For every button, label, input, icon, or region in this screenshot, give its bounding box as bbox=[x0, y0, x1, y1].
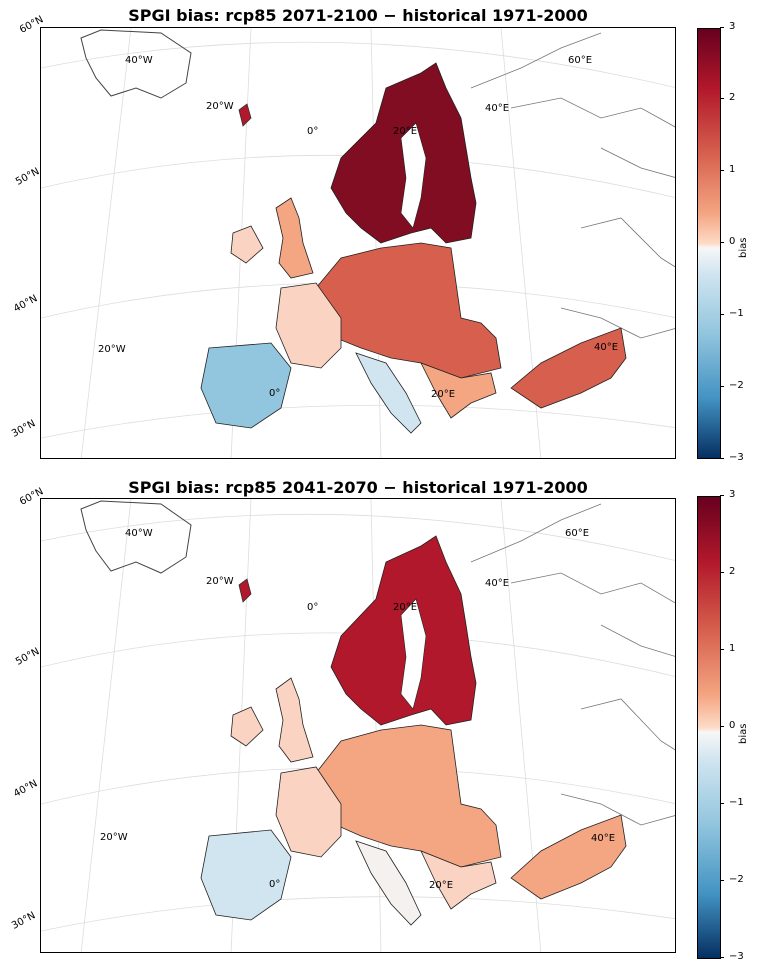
colorbar-tick: 3 bbox=[719, 21, 735, 32]
lon-label-20w-south: 20°W bbox=[98, 344, 126, 355]
uk bbox=[275, 677, 314, 763]
lon-label-20e-north: 20°E bbox=[393, 602, 417, 613]
lon-label-20w-north: 20°W bbox=[206, 101, 234, 112]
central-europe bbox=[315, 242, 502, 379]
map-svg: 40°W 20°W 0° 20°E 40°E 60°E 20°W 20°E 0°… bbox=[41, 28, 675, 458]
balkans bbox=[420, 362, 497, 419]
colorbar-tick: −1 bbox=[720, 797, 744, 808]
iberia bbox=[200, 342, 292, 429]
ireland bbox=[230, 706, 264, 747]
map-svg: 40°W 20°W 0° 20°E 40°E 60°E 20°W 20°E 0°… bbox=[41, 499, 675, 952]
colorbar-label: bias bbox=[738, 237, 749, 258]
colorbar-tick: −1 bbox=[720, 308, 744, 319]
map-panel-2041-2070: SPGI bias: rcp85 2041-2070 − historical … bbox=[0, 478, 768, 971]
east-land-outline bbox=[470, 503, 675, 826]
turkey bbox=[510, 327, 627, 409]
balkans bbox=[420, 850, 497, 910]
lat-label-40n: 40°N bbox=[12, 293, 40, 315]
colorbar-tick: 1 bbox=[719, 643, 735, 654]
lat-label-50n: 50°N bbox=[14, 646, 42, 668]
france bbox=[275, 282, 342, 369]
lat-label-30n: 30°N bbox=[10, 910, 38, 932]
graticule bbox=[41, 499, 675, 952]
colorbar-label: bias bbox=[738, 723, 749, 744]
lon-label-0-south: 0° bbox=[269, 879, 280, 890]
iceland bbox=[238, 103, 252, 127]
east-land-outline bbox=[470, 32, 675, 339]
lon-label-40e-south: 40°E bbox=[591, 833, 615, 844]
lon-label-60e: 60°E bbox=[565, 528, 589, 539]
colorbar-tick: 2 bbox=[719, 92, 735, 103]
colorbar-tick: −3 bbox=[720, 452, 744, 463]
lat-label-40n: 40°N bbox=[12, 778, 40, 800]
colorbar-tick: −3 bbox=[720, 951, 744, 962]
central-europe bbox=[315, 724, 502, 868]
lat-label-30n: 30°N bbox=[10, 418, 38, 440]
iberia bbox=[200, 829, 292, 921]
colorbar-tick: 1 bbox=[719, 164, 735, 175]
lon-label-20e-south: 20°E bbox=[429, 880, 453, 891]
colorbar-tick: 2 bbox=[719, 566, 735, 577]
lon-label-0: 0° bbox=[307, 602, 318, 613]
greenland-outline bbox=[80, 29, 192, 99]
lon-label-20e-north: 20°E bbox=[393, 126, 417, 137]
lon-label-40e-south: 40°E bbox=[594, 342, 618, 353]
map-area: 40°W 20°W 0° 20°E 40°E 60°E 20°W 20°E 0°… bbox=[40, 498, 676, 953]
lon-label-60e: 60°E bbox=[568, 55, 592, 66]
france bbox=[275, 766, 342, 858]
lon-label-20w-north: 20°W bbox=[206, 576, 234, 587]
lon-label-40e-north: 40°E bbox=[485, 103, 509, 114]
uk bbox=[275, 197, 314, 279]
lon-label-40w: 40°W bbox=[125, 55, 153, 66]
graticule bbox=[41, 28, 675, 458]
colorbar bbox=[697, 496, 721, 959]
greenland-outline bbox=[80, 500, 192, 574]
map-panel-2071-2100: SPGI bias: rcp85 2071-2100 − historical … bbox=[0, 0, 768, 478]
colorbar-tick: 0 bbox=[719, 236, 735, 247]
colorbar-tick: −2 bbox=[720, 380, 744, 391]
lat-label-50n: 50°N bbox=[14, 166, 42, 188]
ireland bbox=[230, 225, 264, 264]
lon-label-40e-north: 40°E bbox=[485, 578, 509, 589]
baltic-sea bbox=[400, 122, 427, 229]
colorbar bbox=[697, 28, 721, 459]
lon-label-0: 0° bbox=[307, 126, 318, 137]
italy bbox=[355, 840, 422, 926]
colorbar-tick: 0 bbox=[719, 720, 735, 731]
italy bbox=[355, 352, 422, 434]
map-title: SPGI bias: rcp85 2071-2100 − historical … bbox=[128, 6, 588, 25]
iceland bbox=[238, 578, 252, 603]
turkey bbox=[510, 814, 627, 900]
map-area: 40°W 20°W 0° 20°E 40°E 60°E 20°W 20°E 0°… bbox=[40, 27, 676, 459]
lon-label-40w: 40°W bbox=[125, 528, 153, 539]
lon-label-20w-south: 20°W bbox=[100, 832, 128, 843]
colorbar-tick: 3 bbox=[719, 489, 735, 500]
map-title: SPGI bias: rcp85 2041-2070 − historical … bbox=[128, 478, 588, 497]
colorbar-tick: −2 bbox=[720, 874, 744, 885]
lon-label-0-south: 0° bbox=[269, 388, 280, 399]
lon-label-20e-south: 20°E bbox=[431, 389, 455, 400]
baltic-sea bbox=[400, 598, 427, 710]
